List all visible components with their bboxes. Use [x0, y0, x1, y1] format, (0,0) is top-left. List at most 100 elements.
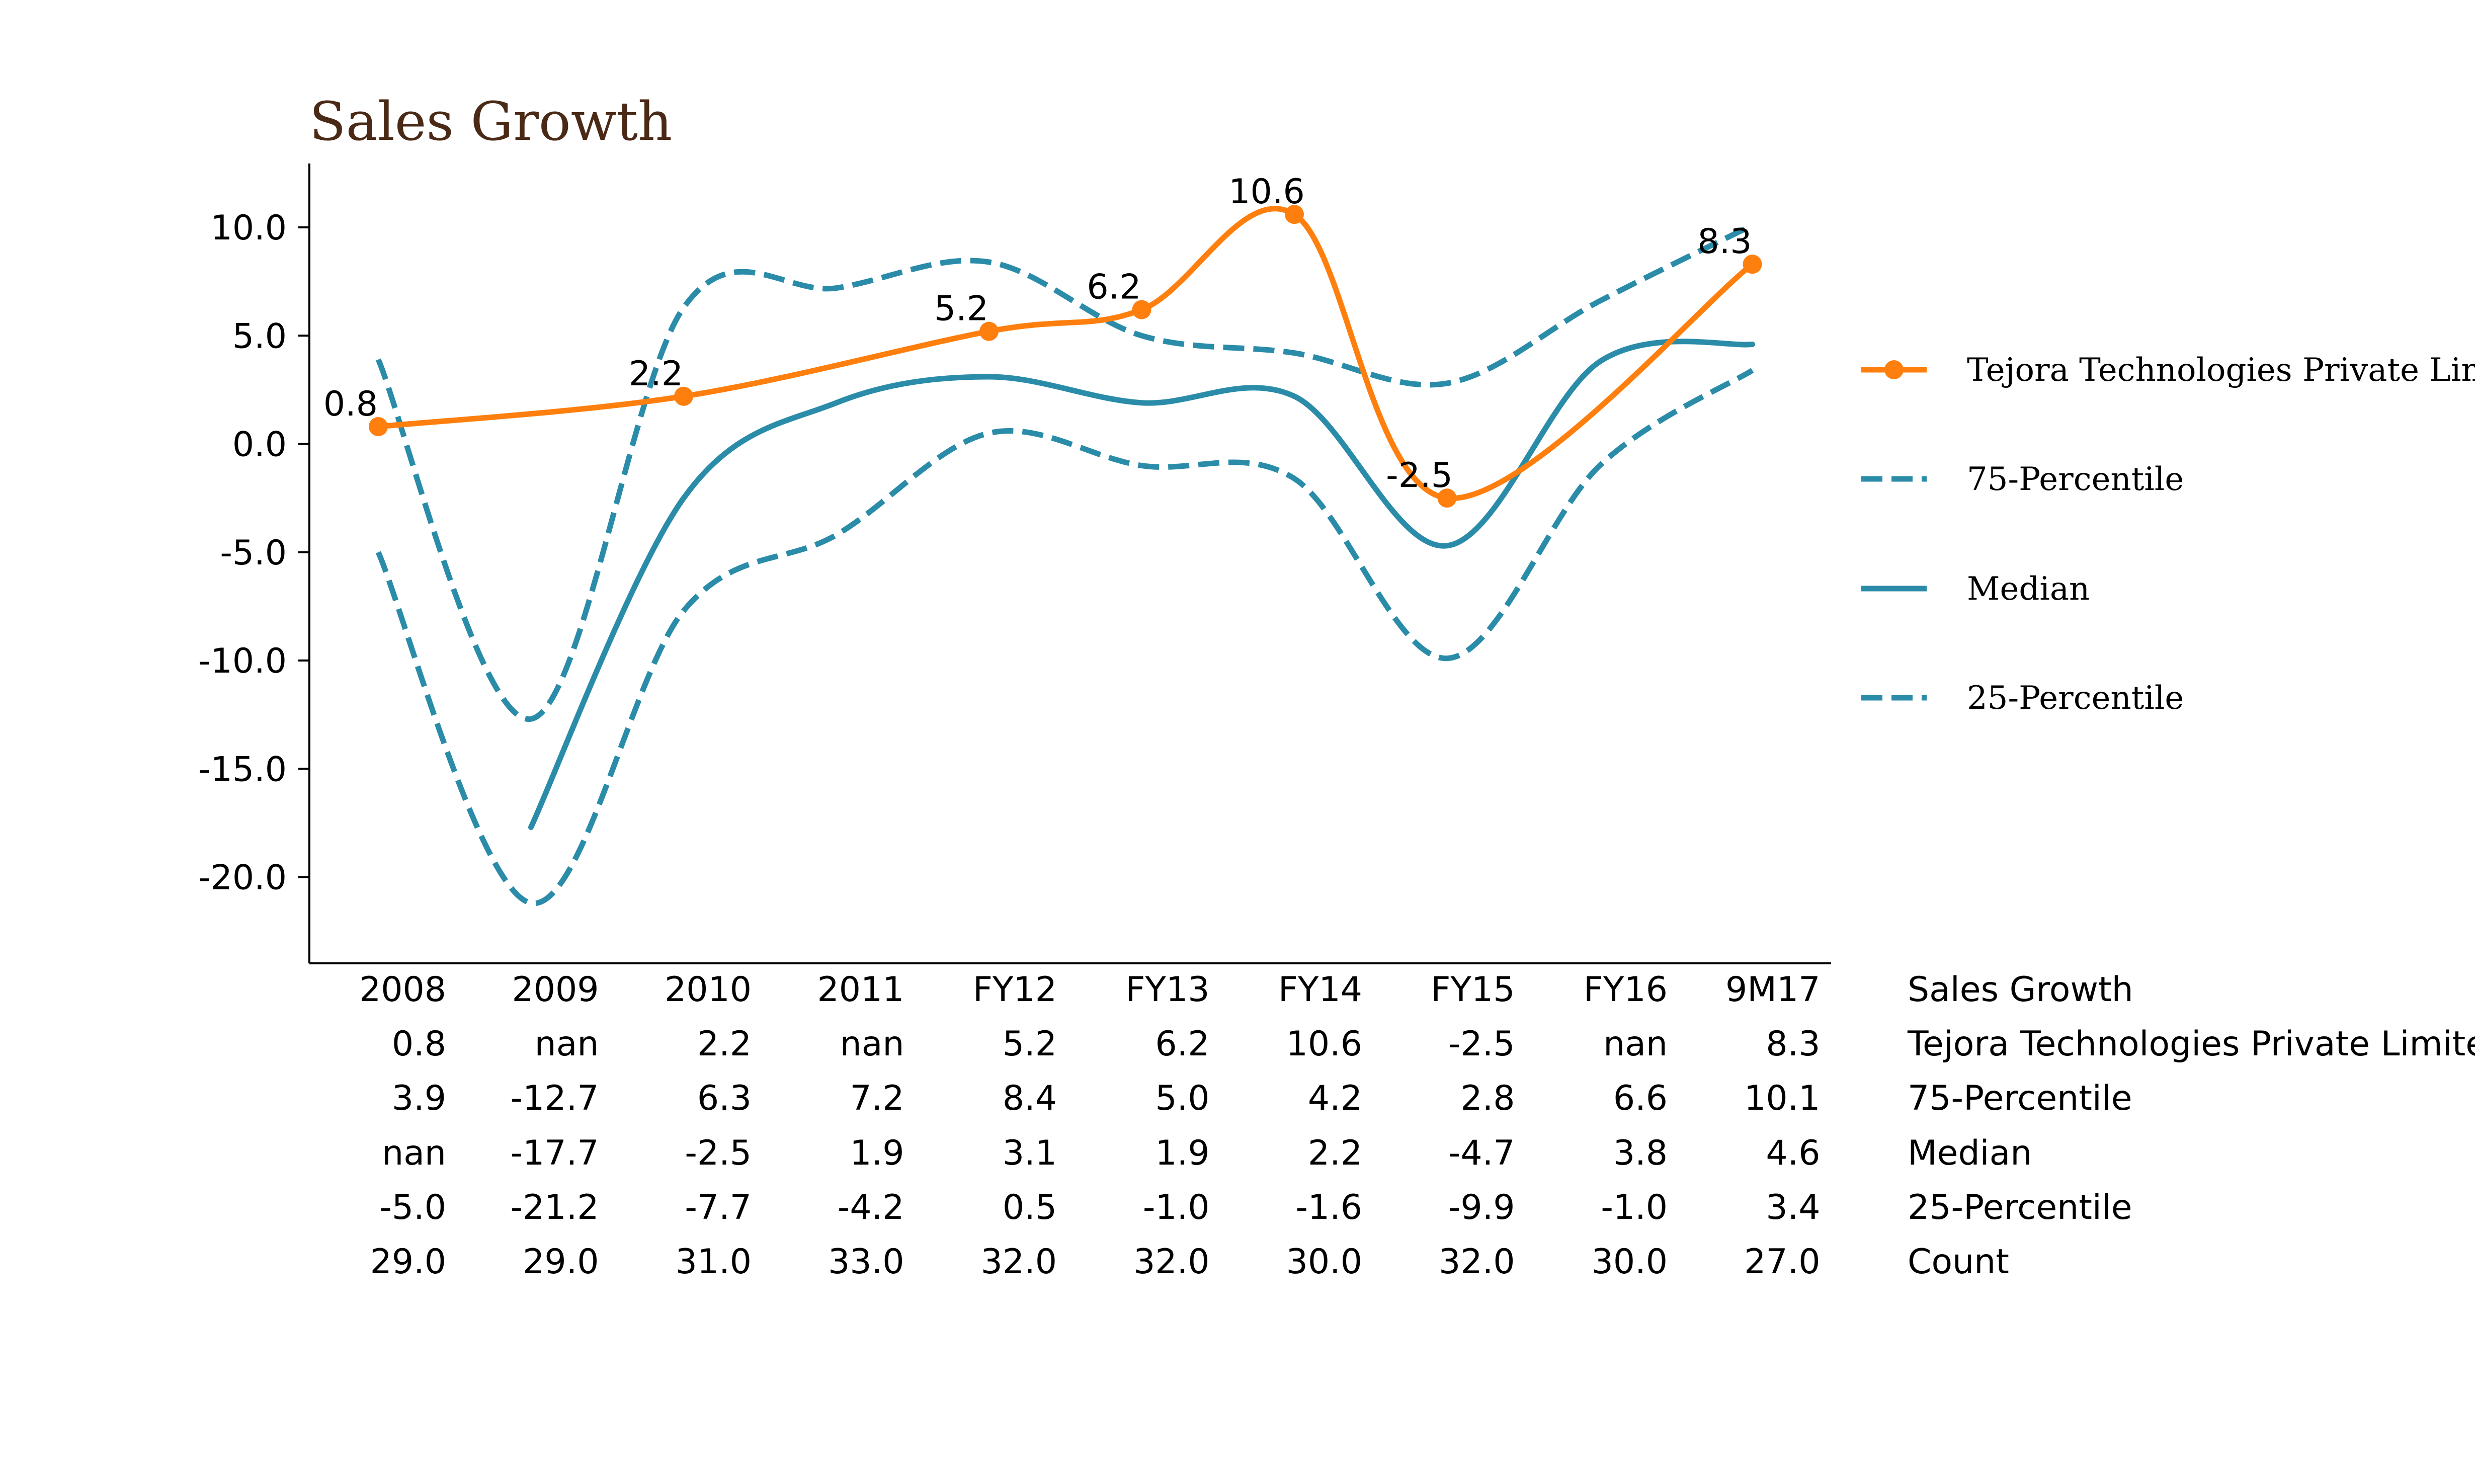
y-tick-label: -15.0: [198, 750, 287, 789]
y-tick-label: -10.0: [198, 641, 287, 681]
data-label: -2.5: [1386, 456, 1453, 496]
table-cell: 30.0: [1592, 1242, 1668, 1282]
table-cell: 30.0: [1286, 1242, 1362, 1282]
table-cell: 27.0: [1744, 1242, 1820, 1282]
data-point-marker: [1132, 300, 1151, 319]
table-row-label: 25-Percentile: [1908, 1188, 2132, 1227]
data-point-marker: [979, 321, 999, 341]
table-cell: -17.7: [511, 1133, 599, 1173]
data-label: 8.3: [1697, 222, 1752, 262]
legend-label: 75-Percentile: [1967, 461, 2184, 498]
table-row-label: 75-Percentile: [1908, 1079, 2132, 1118]
table-cell: 10.1: [1744, 1079, 1820, 1118]
data-point-marker: [1437, 488, 1457, 508]
table-cell: 6.3: [697, 1079, 752, 1118]
table-cell: 2.2: [697, 1024, 752, 1064]
chart-title: Sales Growth: [309, 91, 672, 152]
data-label: 0.8: [323, 384, 378, 424]
y-tick-label: 0.0: [232, 425, 287, 465]
y-tick-label: -5.0: [220, 533, 287, 573]
table-header-cell: 2010: [665, 970, 752, 1010]
table-header-cell: FY13: [1125, 970, 1209, 1010]
table-header-label: Sales Growth: [1908, 970, 2133, 1010]
table-cell: 3.9: [392, 1079, 446, 1118]
table-cell: 32.0: [981, 1242, 1057, 1282]
table-header-cell: 9M17: [1725, 970, 1820, 1010]
table-cell: -4.2: [838, 1188, 904, 1227]
series-line-tejora-technologies-private-limited: [375, 206, 1755, 501]
table-cell: 0.5: [1003, 1188, 1057, 1227]
data-label: 6.2: [1087, 268, 1141, 307]
table-cell: -5.0: [379, 1188, 446, 1227]
table-cell: nan: [840, 1024, 904, 1064]
table-cell: 4.6: [1766, 1133, 1820, 1173]
table-cell: 8.4: [1003, 1079, 1057, 1118]
series-layer: [375, 206, 1755, 906]
table-cell: -2.5: [1448, 1024, 1515, 1064]
y-axis-ticks: 10.0 5.0 0.0 -5.0 -10.0 -15.0 -20.0: [198, 208, 309, 898]
data-label: 2.2: [629, 354, 683, 394]
data-label: 5.2: [934, 289, 988, 329]
table-header-cell: FY16: [1584, 970, 1668, 1010]
data-point-marker: [1743, 255, 1762, 274]
table-cell: -1.0: [1143, 1188, 1210, 1227]
table-cell: 6.6: [1613, 1079, 1668, 1118]
table-cell: -2.5: [685, 1133, 752, 1173]
table-cell: 32.0: [1133, 1242, 1209, 1282]
markers-layer: [369, 205, 1762, 508]
table-cell: 3.8: [1613, 1133, 1668, 1173]
table-row-label: Count: [1908, 1242, 2009, 1282]
table-cell: 2.2: [1308, 1133, 1362, 1173]
legend-marker: [1884, 360, 1904, 379]
legend: Tejora Technologies Private Limited 75-Pe…: [1861, 352, 2475, 717]
table-cell: 7.2: [850, 1079, 904, 1118]
table-header-cell: 2011: [817, 970, 904, 1010]
table-cell: 1.9: [1155, 1133, 1209, 1173]
table-cell: 4.2: [1308, 1079, 1362, 1118]
table-cell: 3.1: [1003, 1133, 1057, 1173]
table-cell: -21.2: [511, 1188, 599, 1227]
axes: [308, 163, 1831, 964]
table-cell: 1.9: [850, 1133, 904, 1173]
legend-label: 25-Percentile: [1967, 680, 2184, 717]
table-cell: 2.8: [1460, 1079, 1515, 1118]
data-labels-layer: 0.8 2.2 5.2 6.2 10.6 -2.5 8.3: [323, 172, 1752, 496]
table-cell: 29.0: [523, 1242, 599, 1282]
series-line-median: [528, 339, 1755, 830]
legend-label: Median: [1967, 570, 2090, 608]
table-cell: nan: [1603, 1024, 1668, 1064]
table-cell: 10.6: [1286, 1024, 1362, 1064]
table-cell: -12.7: [511, 1079, 599, 1118]
table-header-cell: FY15: [1431, 970, 1515, 1010]
table-header-cell: 2008: [359, 970, 446, 1010]
table-row-label: Tejora Technologies Private Limited: [1907, 1024, 2475, 1064]
table-row-label: Median: [1908, 1133, 2032, 1173]
table-cell: -1.0: [1601, 1188, 1668, 1227]
table-cell: 31.0: [676, 1242, 752, 1282]
data-point-marker: [1285, 205, 1304, 224]
table-cell: 5.2: [1003, 1024, 1057, 1064]
data-point-marker: [674, 386, 693, 406]
table-cell: nan: [382, 1133, 446, 1173]
table-header-cell: FY14: [1278, 970, 1362, 1010]
table-cell: 33.0: [828, 1242, 904, 1282]
table-cell: 6.2: [1155, 1024, 1209, 1064]
data-table: 2008 2009 2010 2011 FY12 FY13 FY14 FY15 FY16 9M17…: [359, 970, 2475, 1282]
table-cell: -9.9: [1448, 1188, 1515, 1227]
y-tick-label: -20.0: [198, 858, 287, 898]
y-tick-label: 10.0: [211, 208, 287, 248]
data-point-marker: [369, 417, 388, 437]
table-cell: 32.0: [1439, 1242, 1515, 1282]
table-cell: 5.0: [1155, 1079, 1209, 1118]
table-cell: 3.4: [1766, 1188, 1820, 1227]
table-cell: -1.6: [1295, 1188, 1362, 1227]
table-cell: nan: [535, 1024, 599, 1064]
table-header-cell: FY12: [973, 970, 1057, 1010]
table-cell: 8.3: [1766, 1024, 1820, 1064]
table-cell: 29.0: [370, 1242, 446, 1282]
data-label: 10.6: [1228, 172, 1304, 212]
series-line-25-percentile: [375, 368, 1754, 906]
legend-label: Tejora Technologies Private Limited: [1967, 352, 2475, 389]
table-cell: 0.8: [392, 1024, 446, 1064]
